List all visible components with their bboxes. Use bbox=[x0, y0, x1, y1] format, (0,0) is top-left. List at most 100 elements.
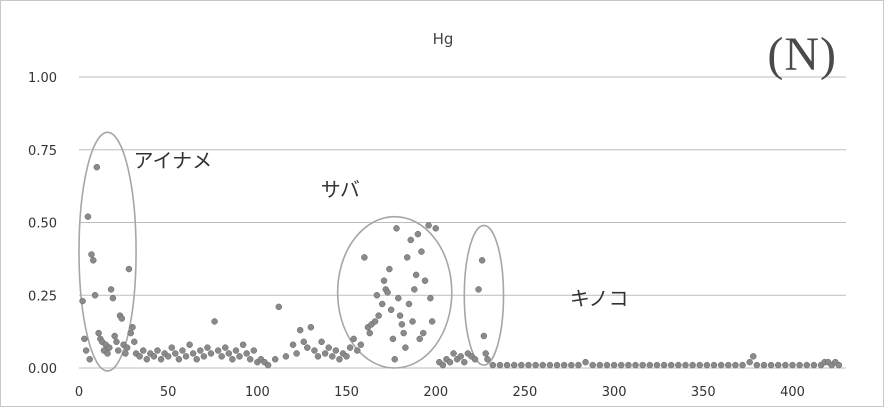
data-point bbox=[246, 356, 254, 363]
data-point bbox=[318, 338, 325, 346]
data-point bbox=[143, 356, 151, 363]
x-tick-label: 350 bbox=[691, 385, 716, 400]
data-point bbox=[93, 163, 101, 171]
data-point bbox=[104, 350, 111, 357]
data-point bbox=[575, 361, 582, 369]
data-point bbox=[749, 353, 757, 360]
data-point bbox=[774, 361, 782, 369]
data-point bbox=[525, 361, 532, 369]
x-tick-label: 100 bbox=[245, 385, 270, 400]
data-point bbox=[409, 318, 416, 325]
x-tick-label: 50 bbox=[160, 385, 177, 400]
data-point bbox=[182, 353, 190, 360]
data-point bbox=[796, 361, 803, 369]
chart-title: Hg bbox=[433, 30, 454, 48]
data-point bbox=[760, 361, 768, 369]
data-point bbox=[343, 353, 350, 360]
data-point bbox=[425, 222, 432, 229]
data-point bbox=[400, 329, 407, 337]
data-point bbox=[739, 361, 746, 369]
data-point bbox=[129, 324, 136, 331]
data-point bbox=[172, 350, 179, 357]
data-point bbox=[457, 353, 464, 360]
data-point bbox=[450, 350, 457, 357]
data-point bbox=[653, 361, 661, 369]
data-point bbox=[480, 332, 488, 340]
data-point bbox=[503, 361, 511, 369]
data-point bbox=[789, 361, 796, 369]
data-point bbox=[307, 324, 315, 331]
data-point bbox=[127, 329, 134, 337]
data-point bbox=[82, 347, 90, 354]
data-point bbox=[150, 353, 158, 360]
x-tick-label: 300 bbox=[602, 385, 627, 400]
data-point bbox=[114, 347, 122, 354]
data-point bbox=[346, 344, 354, 351]
data-point bbox=[835, 361, 843, 369]
data-point bbox=[753, 361, 761, 369]
data-point bbox=[402, 344, 409, 351]
data-point bbox=[518, 361, 525, 369]
data-point bbox=[380, 277, 388, 284]
data-point bbox=[767, 361, 775, 369]
data-point bbox=[560, 361, 568, 369]
data-point bbox=[229, 356, 236, 363]
data-point bbox=[391, 356, 398, 363]
data-point bbox=[357, 341, 365, 348]
data-point bbox=[703, 361, 711, 369]
data-point bbox=[157, 356, 165, 363]
data-point bbox=[193, 356, 200, 363]
data-point bbox=[475, 286, 482, 293]
x-tick-label: 150 bbox=[334, 385, 359, 400]
data-point bbox=[418, 248, 425, 255]
data-point bbox=[106, 344, 113, 351]
data-point bbox=[107, 286, 115, 293]
group-ellipse bbox=[336, 215, 453, 369]
y-tick-label: 1.00 bbox=[28, 71, 57, 86]
data-point bbox=[398, 321, 406, 328]
data-point bbox=[321, 350, 329, 357]
data-point bbox=[325, 344, 332, 351]
x-tick-label: 400 bbox=[780, 385, 805, 400]
data-point bbox=[553, 361, 561, 369]
data-point bbox=[282, 353, 290, 360]
data-point bbox=[732, 361, 739, 369]
data-point bbox=[168, 344, 176, 351]
data-point bbox=[175, 356, 183, 363]
data-point bbox=[471, 356, 479, 363]
data-point bbox=[696, 361, 703, 369]
data-point bbox=[95, 329, 102, 337]
data-point bbox=[618, 361, 625, 369]
data-point bbox=[589, 361, 596, 369]
data-point bbox=[361, 254, 368, 261]
data-point bbox=[412, 271, 420, 279]
data-point bbox=[189, 350, 197, 357]
data-point bbox=[84, 213, 92, 220]
data-points bbox=[79, 163, 843, 369]
data-point bbox=[384, 289, 391, 296]
data-point bbox=[289, 341, 297, 348]
data-point bbox=[354, 347, 361, 354]
data-point bbox=[222, 344, 229, 351]
data-point bbox=[411, 286, 418, 293]
data-point bbox=[539, 361, 547, 369]
data-point bbox=[81, 335, 88, 343]
data-point bbox=[482, 350, 489, 357]
data-point bbox=[111, 332, 118, 340]
data-point bbox=[122, 350, 129, 357]
panel-label: (N) bbox=[767, 28, 837, 81]
data-point bbox=[568, 361, 575, 369]
data-point bbox=[139, 347, 147, 354]
data-point bbox=[90, 257, 97, 264]
data-point bbox=[387, 306, 395, 314]
y-tick-label: 0.50 bbox=[28, 217, 57, 232]
data-point bbox=[546, 361, 554, 369]
data-point bbox=[689, 361, 696, 369]
data-point bbox=[304, 344, 311, 351]
data-point bbox=[407, 236, 415, 244]
data-point bbox=[810, 361, 818, 369]
x-tick-labels: 0 50 100 150 200 250 300 350 400 bbox=[75, 385, 805, 400]
data-point bbox=[88, 251, 95, 258]
data-point bbox=[717, 361, 725, 369]
